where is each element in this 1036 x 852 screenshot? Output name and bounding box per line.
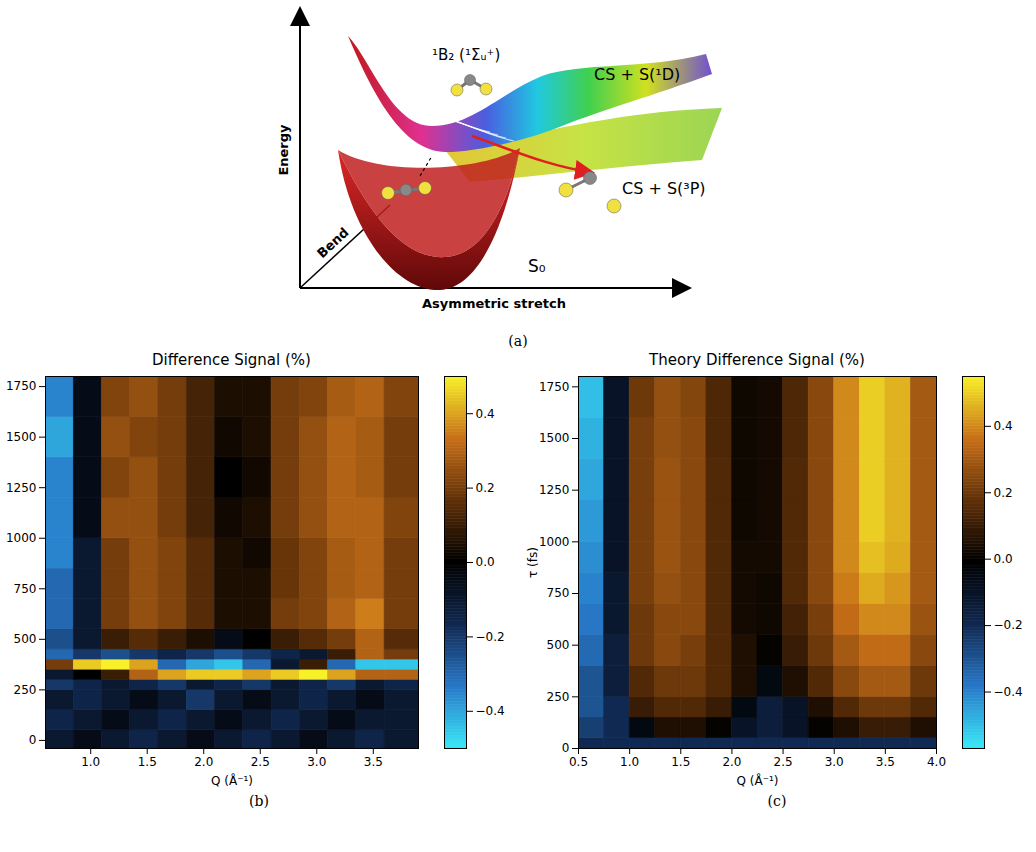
svg-text:1750: 1750 [6,379,37,393]
svg-text:2.0: 2.0 [194,755,213,769]
svg-text:2.5: 2.5 [251,755,270,769]
html-text:Theory Difference Signal (%): Theory Difference Signal (%) [649,351,865,369]
svg-text:1.0: 1.0 [81,755,100,769]
svg-text:3.0: 3.0 [825,755,844,769]
svg-text:1500: 1500 [6,430,37,444]
svg-text:CS + S(¹D): CS + S(¹D) [594,65,680,84]
svg-text:−0.4: −0.4 [994,685,1023,699]
svg-text:τ (fs): τ (fs) [526,547,540,578]
svg-text:0.2: 0.2 [994,486,1013,500]
svg-text:Q (Å⁻¹): Q (Å⁻¹) [211,773,253,788]
svg-text:Q (Å⁻¹): Q (Å⁻¹) [737,773,779,788]
svg-text:1000: 1000 [539,535,570,549]
svg-text:1750: 1750 [539,380,570,394]
html-text:(b): (b) [249,793,269,809]
svg-text:−0.2: −0.2 [476,630,505,644]
svg-text:0.4: 0.4 [994,419,1013,433]
svg-text:1000: 1000 [6,531,37,545]
svg-text:¹B₂ (¹Σᵤ⁺): ¹B₂ (¹Σᵤ⁺) [432,46,500,64]
svg-text:Energy: Energy [276,124,291,176]
html-text:(a): (a) [508,333,528,349]
svg-text:−0.2: −0.2 [994,618,1023,632]
svg-text:0: 0 [29,733,37,747]
svg-text:0.4: 0.4 [476,407,495,421]
svg-text:0.0: 0.0 [476,555,495,569]
svg-text:1.0: 1.0 [620,755,639,769]
svg-text:500: 500 [14,632,37,646]
svg-text:1.5: 1.5 [138,755,157,769]
svg-text:0.0: 0.0 [994,552,1013,566]
svg-text:Asymmetric stretch: Asymmetric stretch [422,296,566,311]
svg-text:3.5: 3.5 [364,755,383,769]
html-text:(c): (c) [767,793,787,809]
html-text:Difference Signal (%): Difference Signal (%) [152,351,311,369]
svg-text:1.5: 1.5 [671,755,690,769]
svg-text:−0.4: −0.4 [476,704,505,718]
svg-text:750: 750 [14,582,37,596]
svg-text:4.0: 4.0 [927,755,946,769]
svg-text:0: 0 [562,741,570,755]
svg-text:0.5: 0.5 [569,755,588,769]
svg-text:S₀: S₀ [528,256,546,276]
svg-text:1500: 1500 [539,431,570,445]
svg-text:1250: 1250 [539,483,570,497]
svg-text:250: 250 [547,690,570,704]
svg-text:500: 500 [547,638,570,652]
svg-text:3.0: 3.0 [307,755,326,769]
svg-text:CS + S(³P): CS + S(³P) [622,179,706,198]
svg-text:2.0: 2.0 [722,755,741,769]
svg-text:3.5: 3.5 [876,755,895,769]
svg-text:Bend: Bend [314,225,352,261]
svg-text:1250: 1250 [6,481,37,495]
svg-text:0.2: 0.2 [476,481,495,495]
svg-text:250: 250 [14,683,37,697]
svg-text:750: 750 [547,586,570,600]
svg-text:2.5: 2.5 [774,755,793,769]
